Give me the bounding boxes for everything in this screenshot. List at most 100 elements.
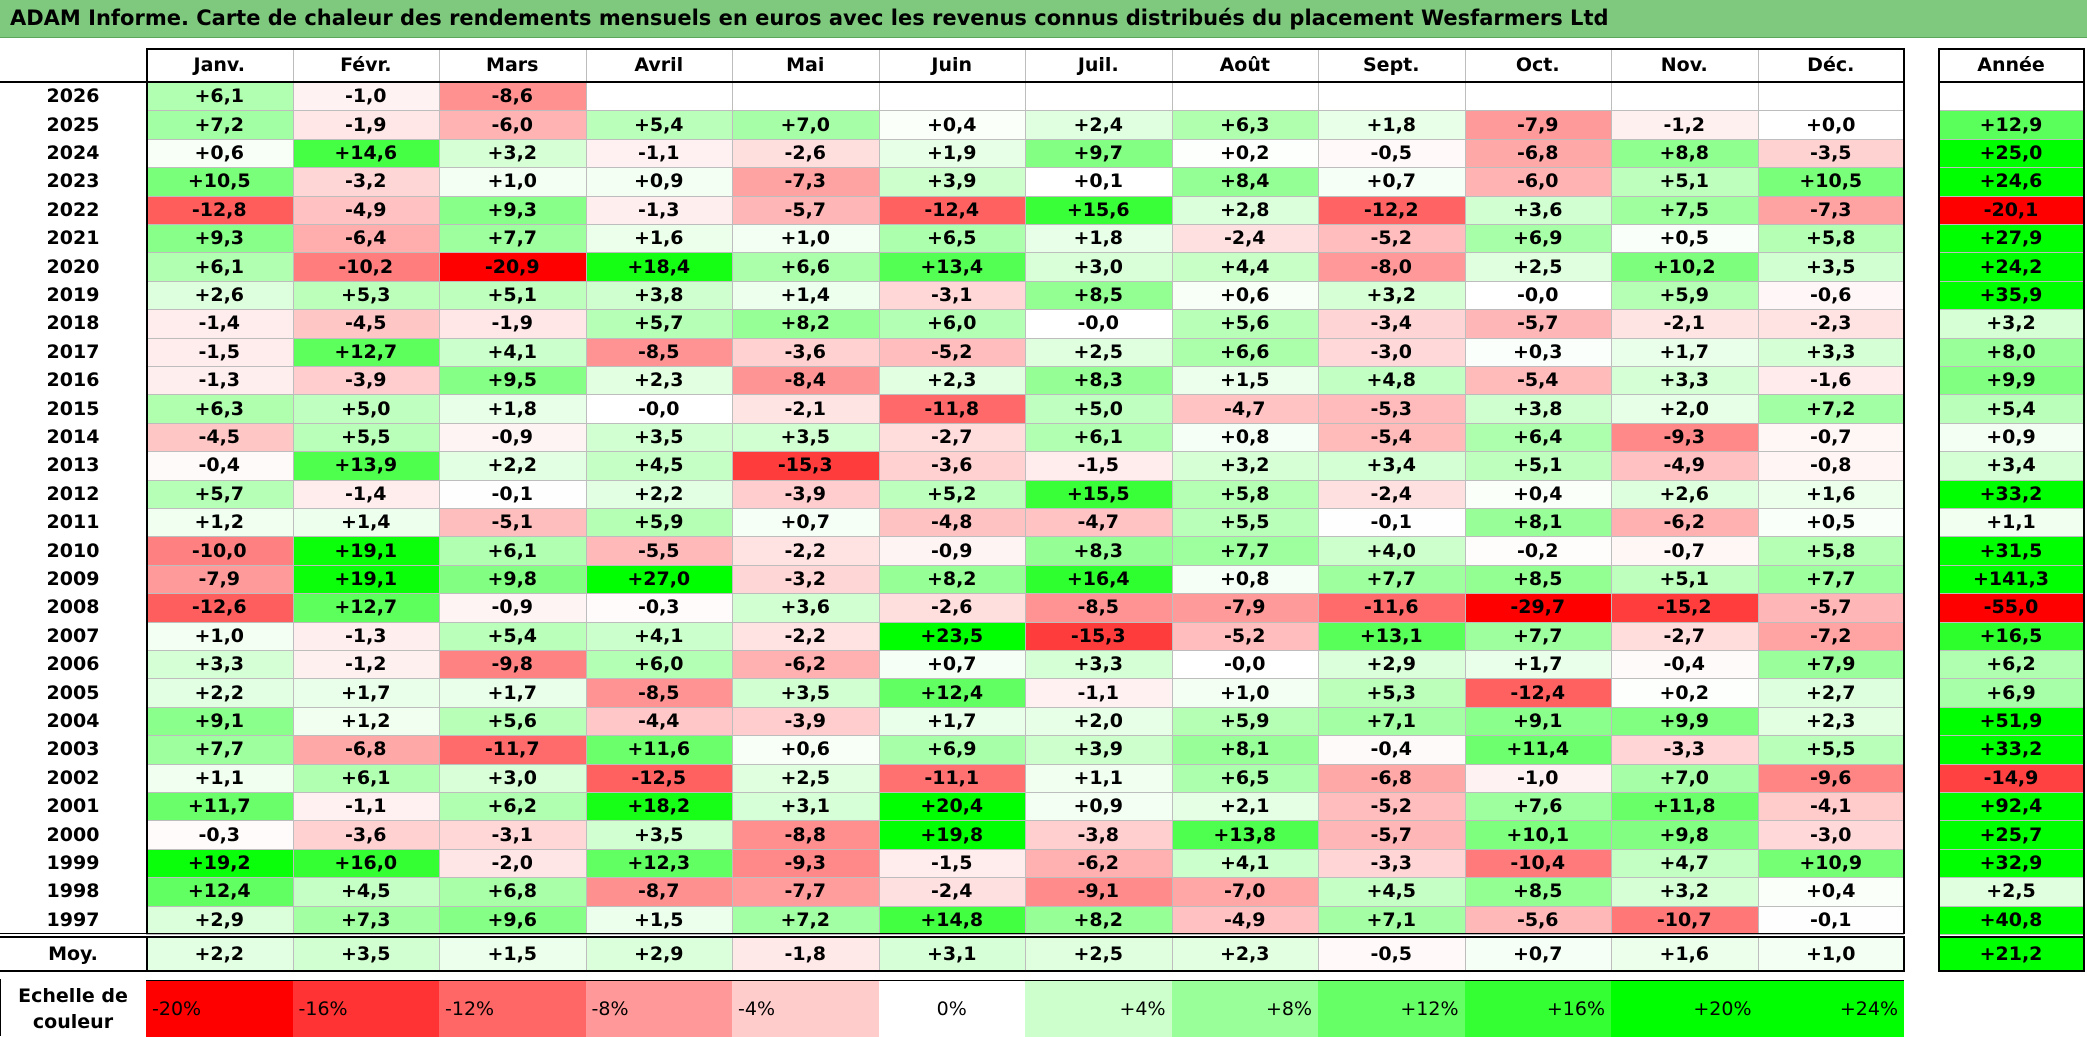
grid-line — [732, 938, 733, 970]
grid-line — [1938, 366, 2084, 367]
row-year-label: 2013 — [0, 451, 146, 480]
heatmap-cell: +0,4 — [1464, 479, 1611, 508]
grid-line — [1938, 195, 2084, 197]
annual-cell: +12,9 — [1938, 110, 2084, 139]
grid-line — [1938, 110, 2084, 112]
heatmap-cell: +5,0 — [1025, 394, 1172, 423]
heatmap-cell: +0,4 — [878, 110, 1025, 139]
grid-line — [1938, 905, 2084, 907]
grid-line — [2083, 48, 2085, 972]
grid-line — [1938, 224, 2084, 225]
heatmap-cell: -3,0 — [1757, 820, 1904, 849]
grid-line — [146, 980, 1904, 981]
heatmap-cell: +6,1 — [146, 82, 293, 111]
heatmap-cell: +9,1 — [1464, 706, 1611, 736]
heatmap-cell — [1025, 82, 1172, 111]
heatmap-cell: +6,2 — [439, 792, 586, 821]
heatmap-cell: +2,8 — [1171, 195, 1318, 224]
heatmap-cell: +11,6 — [585, 735, 732, 764]
row-year-label: 2007 — [0, 621, 146, 650]
heatmap-cell: +13,1 — [1318, 621, 1465, 650]
heatmap-cell: -7,2 — [1757, 621, 1904, 650]
heatmap-cell: +11,7 — [146, 792, 293, 821]
heatmap-cell: +4,5 — [585, 451, 732, 480]
grid-line — [1464, 48, 1466, 934]
annual-cell: +0,9 — [1938, 422, 2084, 452]
heatmap-cell: +16,0 — [292, 848, 439, 878]
grid-line — [1938, 422, 2084, 424]
heatmap-cell: +7,1 — [1318, 905, 1465, 934]
heatmap-cell: -1,3 — [292, 621, 439, 650]
heatmap-cell: -7,0 — [1171, 877, 1318, 906]
chart-title: ADAM Informe. Carte de chaleur des rende… — [10, 6, 1609, 30]
heatmap-cell: +5,5 — [1171, 508, 1318, 537]
month-header: Avril — [585, 48, 732, 82]
average-row-label: Moy. — [0, 938, 146, 970]
heatmap-cell: +13,9 — [292, 451, 439, 480]
heatmap-cell: -1,1 — [1025, 678, 1172, 707]
heatmap-cell: -2,4 — [878, 877, 1025, 906]
heatmap-cell: +0,2 — [1611, 678, 1758, 707]
color-scale-swatch: -4% — [732, 980, 879, 1037]
grid-line — [1464, 938, 1466, 970]
average-cell: +1,5 — [439, 938, 586, 970]
heatmap-cell: -0,7 — [1611, 536, 1758, 565]
heatmap-cell: +3,5 — [585, 820, 732, 849]
heatmap-cell: +7,5 — [1611, 195, 1758, 224]
heatmap-cell: +4,7 — [1611, 848, 1758, 878]
heatmap-cell: +0,8 — [1171, 422, 1318, 452]
grid-line — [1938, 252, 2084, 254]
grid-line — [1938, 848, 2084, 850]
grid-line — [1938, 970, 2084, 972]
row-year-label: 2014 — [0, 422, 146, 452]
heatmap-cell: +5,0 — [292, 394, 439, 423]
heatmap-cell: +3,5 — [732, 678, 879, 707]
heatmap-cell: -4,9 — [292, 195, 439, 224]
grid-line — [1318, 48, 1319, 934]
heatmap-cell: -0,3 — [146, 820, 293, 849]
heatmap-cell: +2,0 — [1025, 706, 1172, 736]
row-year-label: 2012 — [0, 479, 146, 508]
heatmap-cell — [1611, 82, 1758, 111]
heatmap-cell: -1,0 — [1464, 763, 1611, 792]
heatmap-cell: -5,7 — [732, 195, 879, 224]
heatmap-cell: -1,4 — [292, 479, 439, 508]
heatmap-cell: -6,0 — [1464, 167, 1611, 196]
heatmap-cell: +2,7 — [1757, 678, 1904, 707]
row-year-label: 2021 — [0, 224, 146, 253]
average-cell: +2,9 — [585, 938, 732, 970]
heatmap-cell: +9,3 — [439, 195, 586, 224]
grid-line — [0, 933, 1904, 934]
heatmap-cell: -2,2 — [732, 536, 879, 565]
heatmap-cell: +19,1 — [292, 536, 439, 565]
heatmap-cell: -0,4 — [1318, 735, 1465, 764]
annual-cell: +141,3 — [1938, 564, 2084, 594]
heatmap-cell: +6,0 — [878, 309, 1025, 338]
heatmap-cell: +6,3 — [146, 394, 293, 423]
grid-line — [1938, 621, 2084, 623]
row-year-label: 2018 — [0, 309, 146, 338]
month-header: Juin — [878, 48, 1025, 82]
heatmap-cell: -8,5 — [585, 678, 732, 707]
heatmap-cell: +3,5 — [585, 422, 732, 452]
year-column-header: Année — [1938, 48, 2084, 82]
heatmap-cell: +8,3 — [1025, 536, 1172, 565]
heatmap-cell: +7,7 — [1464, 621, 1611, 650]
heatmap-cell: +0,7 — [878, 650, 1025, 679]
heatmap-cell: -10,4 — [1464, 848, 1611, 878]
heatmap-cell: -7,7 — [732, 877, 879, 906]
average-cell: +3,1 — [878, 938, 1025, 970]
heatmap-cell: +7,6 — [1464, 792, 1611, 821]
heatmap-cell: +1,9 — [878, 138, 1025, 168]
annual-cell: +31,5 — [1938, 536, 2084, 565]
color-scale-swatch: -12% — [439, 980, 586, 1037]
heatmap-cell: +5,8 — [1757, 224, 1904, 253]
heatmap-cell: +6,4 — [1464, 422, 1611, 452]
heatmap-cell: +0,7 — [732, 508, 879, 537]
heatmap-cell: -3,6 — [292, 820, 439, 849]
heatmap-cell: -0,4 — [146, 451, 293, 480]
heatmap-cell: -0,1 — [1757, 905, 1904, 934]
heatmap-cell: -8,8 — [732, 820, 879, 849]
heatmap-cell: -3,6 — [732, 337, 879, 366]
heatmap-cell: -1,3 — [585, 195, 732, 224]
